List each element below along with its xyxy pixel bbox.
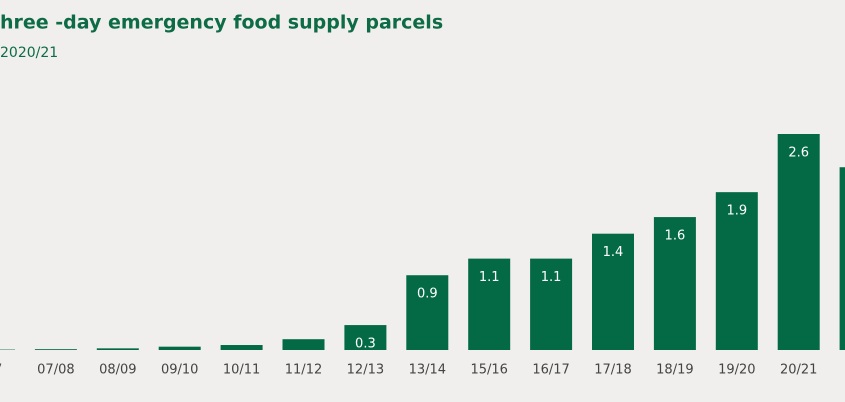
value-label: 1.6	[665, 229, 686, 244]
bar	[220, 345, 263, 350]
value-label: 0.9	[417, 287, 438, 302]
value-label: 0.3	[355, 337, 376, 352]
bar	[530, 258, 573, 350]
x-tick-label: 13/14	[409, 363, 446, 378]
x-tick-label: 12/13	[347, 363, 384, 378]
bar	[592, 233, 634, 350]
value-label: 1.9	[726, 204, 747, 219]
value-label: 2.6	[788, 146, 809, 161]
bar	[158, 346, 201, 350]
bar	[839, 167, 845, 350]
x-tick-label: 11/12	[285, 363, 322, 378]
bar	[344, 325, 387, 350]
x-tick-label: 18/19	[656, 363, 693, 378]
bar	[34, 349, 77, 350]
x-tick-label: 07/08	[37, 363, 74, 378]
bar	[282, 339, 325, 350]
value-label: 1.1	[479, 270, 500, 285]
chart-subtitle: 2020/21	[0, 45, 58, 61]
value-label: 1.4	[603, 245, 624, 260]
x-tick-label: 10/11	[223, 363, 260, 378]
x-tick-label: 08/09	[99, 363, 136, 378]
bar	[406, 275, 449, 350]
x-tick-label: 17/18	[594, 363, 631, 378]
x-tick-label: 09/10	[161, 363, 198, 378]
x-tick-label: 07	[0, 363, 2, 378]
x-tick-label: 16/17	[532, 363, 569, 378]
value-label: 1.1	[541, 270, 562, 285]
bar	[715, 192, 758, 350]
x-tick-label: 19/20	[718, 363, 755, 378]
x-tick-label: 15/16	[470, 363, 507, 378]
bar	[653, 217, 696, 350]
bar	[468, 258, 511, 350]
bar	[777, 134, 820, 350]
bar	[96, 348, 139, 350]
x-tick-label: 20/21	[780, 363, 817, 378]
chart-title: hree -day emergency food supply parcels	[0, 12, 443, 34]
